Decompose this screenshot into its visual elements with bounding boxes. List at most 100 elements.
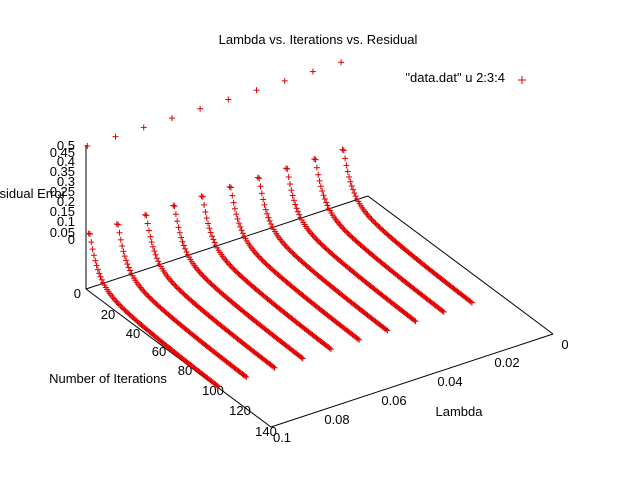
- data-point: [317, 240, 324, 247]
- data-point: [204, 277, 211, 284]
- data-point: [368, 216, 375, 223]
- data-point: [285, 174, 292, 181]
- data-point: [229, 192, 236, 199]
- data-point: [440, 308, 447, 315]
- z-tick-label: 0.05: [50, 225, 75, 240]
- data-point: [345, 231, 352, 238]
- data-point: [299, 355, 306, 362]
- z-axis-label: Residual Error: [0, 186, 67, 201]
- z-tick-label: 0.1: [57, 214, 75, 229]
- data-point: [283, 244, 290, 251]
- data-point: [85, 230, 92, 237]
- data-point: [146, 294, 153, 301]
- y-tick-label: 40: [126, 326, 140, 341]
- data-point: [286, 246, 293, 253]
- data-point: [264, 210, 271, 217]
- data-point: [183, 248, 190, 255]
- data-point: [230, 265, 237, 272]
- data-point: [117, 302, 124, 309]
- data-point: [123, 257, 130, 264]
- data-point: [210, 236, 217, 243]
- data-point: [116, 229, 123, 236]
- data-point: [242, 373, 249, 380]
- data-point: [113, 221, 120, 228]
- data-point: [237, 223, 244, 230]
- data-point: [337, 222, 344, 229]
- data-point: [173, 284, 180, 291]
- data-point: [288, 187, 295, 194]
- data-point: [296, 211, 303, 218]
- data-point: [260, 196, 267, 203]
- data-point: [311, 155, 318, 162]
- data-point: [372, 220, 379, 227]
- data-point: [201, 274, 208, 281]
- data-point: [197, 105, 204, 112]
- data-point: [182, 245, 189, 252]
- data-point: [324, 202, 331, 209]
- data-point: [254, 174, 261, 181]
- back-edge-x: [85, 195, 369, 290]
- data-point: [94, 266, 101, 273]
- data-point: [344, 168, 351, 175]
- data-point: [297, 214, 304, 221]
- data-point: [257, 254, 264, 261]
- data-point: [281, 241, 288, 248]
- data-point: [199, 272, 206, 279]
- data-point: [230, 199, 237, 206]
- data-point: [156, 260, 163, 267]
- data-point: [315, 171, 322, 178]
- data-point: [209, 233, 216, 240]
- data-point: [144, 292, 151, 299]
- z-tick-label: 0.45: [50, 145, 75, 160]
- data-point: [312, 234, 319, 241]
- y-tick-label: 80: [178, 363, 192, 378]
- data-point: [341, 227, 348, 234]
- data-point: [255, 253, 262, 260]
- data-point: [120, 248, 127, 255]
- data-point: [239, 230, 246, 237]
- data-point: [270, 363, 277, 370]
- data-point: [235, 220, 242, 227]
- data-point: [174, 218, 181, 225]
- z-tick-label: 0.15: [50, 204, 75, 219]
- data-point: [213, 382, 220, 389]
- data-point: [233, 211, 240, 218]
- data-point: [125, 264, 132, 271]
- data-point: [346, 173, 353, 180]
- data-point: [369, 217, 376, 224]
- data-point: [114, 300, 121, 307]
- data-point: [356, 336, 363, 343]
- data-point: [344, 229, 351, 236]
- data-point: [317, 183, 324, 190]
- data-point: [373, 221, 380, 228]
- data-point: [282, 242, 289, 249]
- data-point: [261, 258, 267, 265]
- data-point: [92, 257, 99, 264]
- x-tick-label: 0.04: [437, 374, 462, 389]
- data-point: [259, 257, 266, 264]
- data-point: [179, 238, 186, 245]
- data-point: [168, 278, 175, 285]
- data-point: [232, 268, 239, 275]
- data-point: [176, 286, 183, 293]
- data-point: [145, 293, 152, 300]
- data-point: [176, 229, 183, 236]
- x-tick-label: 0.1: [273, 430, 291, 445]
- x-axis-line: [270, 333, 554, 428]
- data-point: [168, 115, 175, 122]
- data-point: [238, 227, 245, 234]
- data-point: [170, 202, 177, 209]
- data-point: [172, 211, 179, 218]
- data-point: [342, 228, 349, 235]
- data-point: [287, 248, 294, 255]
- data-point: [339, 146, 346, 153]
- data-point: [411, 317, 418, 324]
- data-point: [261, 201, 268, 208]
- data-point: [128, 270, 135, 277]
- data-point: [262, 206, 269, 213]
- data-point: [309, 232, 316, 239]
- data-point: [316, 177, 323, 184]
- data-point: [113, 298, 120, 305]
- data-point: [207, 229, 214, 236]
